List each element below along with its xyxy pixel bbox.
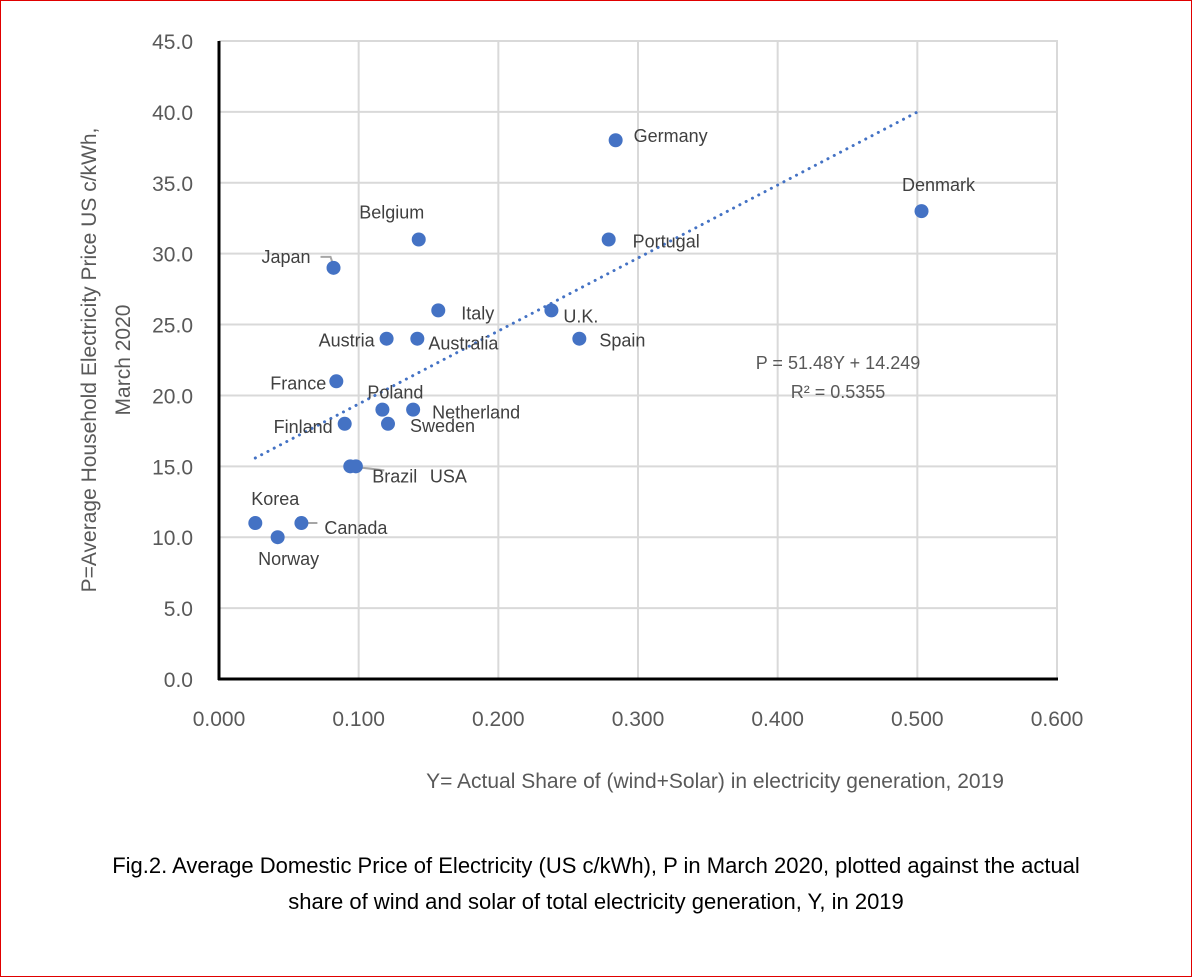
point-label-belgium: Belgium — [359, 202, 424, 222]
point-u-k — [544, 303, 559, 318]
point-australia — [410, 331, 425, 346]
y-tick-label: 45.0 — [152, 31, 193, 54]
x-tick-label: 0.600 — [1031, 708, 1084, 731]
x-axis-title: Y= Actual Share of (wind+Solar) in elect… — [426, 770, 1004, 793]
point-label-france: France — [270, 373, 326, 393]
gridlines — [219, 40, 1058, 679]
y-tick-label: 15.0 — [152, 456, 193, 479]
point-labels: Germany Denmark Belgium Portugal Japan Italy U… — [251, 126, 976, 569]
point-austria — [379, 331, 394, 346]
point-label-canada: Canada — [324, 518, 388, 538]
x-tick-label: 0.200 — [472, 708, 525, 731]
point-label-u-k: U.K. — [563, 306, 598, 326]
caption-line-1: Fig.2. Average Domestic Price of Electri… — [112, 853, 1080, 878]
point-norway — [270, 530, 285, 545]
y-tick-label: 25.0 — [152, 315, 193, 338]
point-label-poland: Poland — [367, 383, 423, 403]
point-portugal — [601, 232, 616, 247]
y-axis-title-line1: P=Average Household Electricity Price US… — [78, 128, 101, 593]
y-tick-labels: 0.0 5.0 10.0 15.0 20.0 25.0 30.0 35.0 40.0 45.0 — [152, 31, 193, 692]
point-label-netherland: Netherland — [432, 403, 520, 423]
point-italy — [431, 303, 446, 318]
y-axis-title-line2: March 2020 — [112, 305, 135, 416]
y-tick-label: 0.0 — [164, 669, 193, 692]
caption-line-2: share of wind and solar of total electri… — [288, 889, 904, 914]
point-finland — [337, 416, 352, 431]
point-japan — [326, 260, 341, 275]
x-tick-label: 0.500 — [891, 708, 944, 731]
point-belgium — [411, 232, 426, 247]
x-tick-label: 0.000 — [193, 708, 246, 731]
point-label-korea: Korea — [251, 489, 300, 509]
axes — [217, 41, 1058, 681]
point-usa — [348, 459, 363, 474]
x-tick-label: 0.400 — [751, 708, 804, 731]
x-tick-labels: 0.000 0.100 0.200 0.300 0.400 0.500 0.600 — [193, 708, 1084, 731]
point-label-usa: USA — [430, 466, 467, 486]
y-tick-label: 20.0 — [152, 385, 193, 408]
y-tick-label: 40.0 — [152, 102, 193, 125]
y-tick-label: 35.0 — [152, 173, 193, 196]
trendline-r-squared: R² = 0.5355 — [791, 382, 886, 402]
point-spain — [572, 331, 587, 346]
figure-caption: Fig.2. Average Domestic Price of Electri… — [0, 848, 1192, 920]
y-tick-label: 5.0 — [164, 598, 193, 621]
point-korea — [248, 516, 263, 531]
point-sweden — [380, 416, 395, 431]
point-label-finland: Finland — [274, 417, 333, 437]
point-label-denmark: Denmark — [902, 175, 976, 195]
x-tick-label: 0.100 — [332, 708, 385, 731]
point-label-norway: Norway — [258, 549, 319, 569]
point-label-austria: Austria — [319, 331, 376, 351]
point-canada — [294, 516, 309, 531]
point-label-germany: Germany — [634, 126, 708, 146]
point-label-japan: Japan — [261, 247, 310, 267]
y-tick-label: 30.0 — [152, 244, 193, 267]
point-denmark — [914, 204, 929, 219]
x-tick-label: 0.300 — [612, 708, 665, 731]
trendline — [253, 108, 924, 460]
point-germany — [608, 133, 623, 148]
point-label-sweden: Sweden — [410, 416, 475, 436]
point-poland — [375, 402, 390, 417]
point-label-spain: Spain — [599, 331, 645, 351]
trendline-equation: P = 51.48Y + 14.249 — [756, 353, 921, 373]
point-label-australia: Australia — [428, 334, 499, 354]
data-points — [248, 133, 929, 545]
y-tick-label: 10.0 — [152, 527, 193, 550]
point-label-italy: Italy — [461, 303, 494, 323]
point-label-portugal: Portugal — [633, 231, 700, 251]
point-france — [329, 374, 344, 389]
point-label-brazil: Brazil — [372, 466, 417, 486]
point-netherland — [406, 402, 421, 417]
